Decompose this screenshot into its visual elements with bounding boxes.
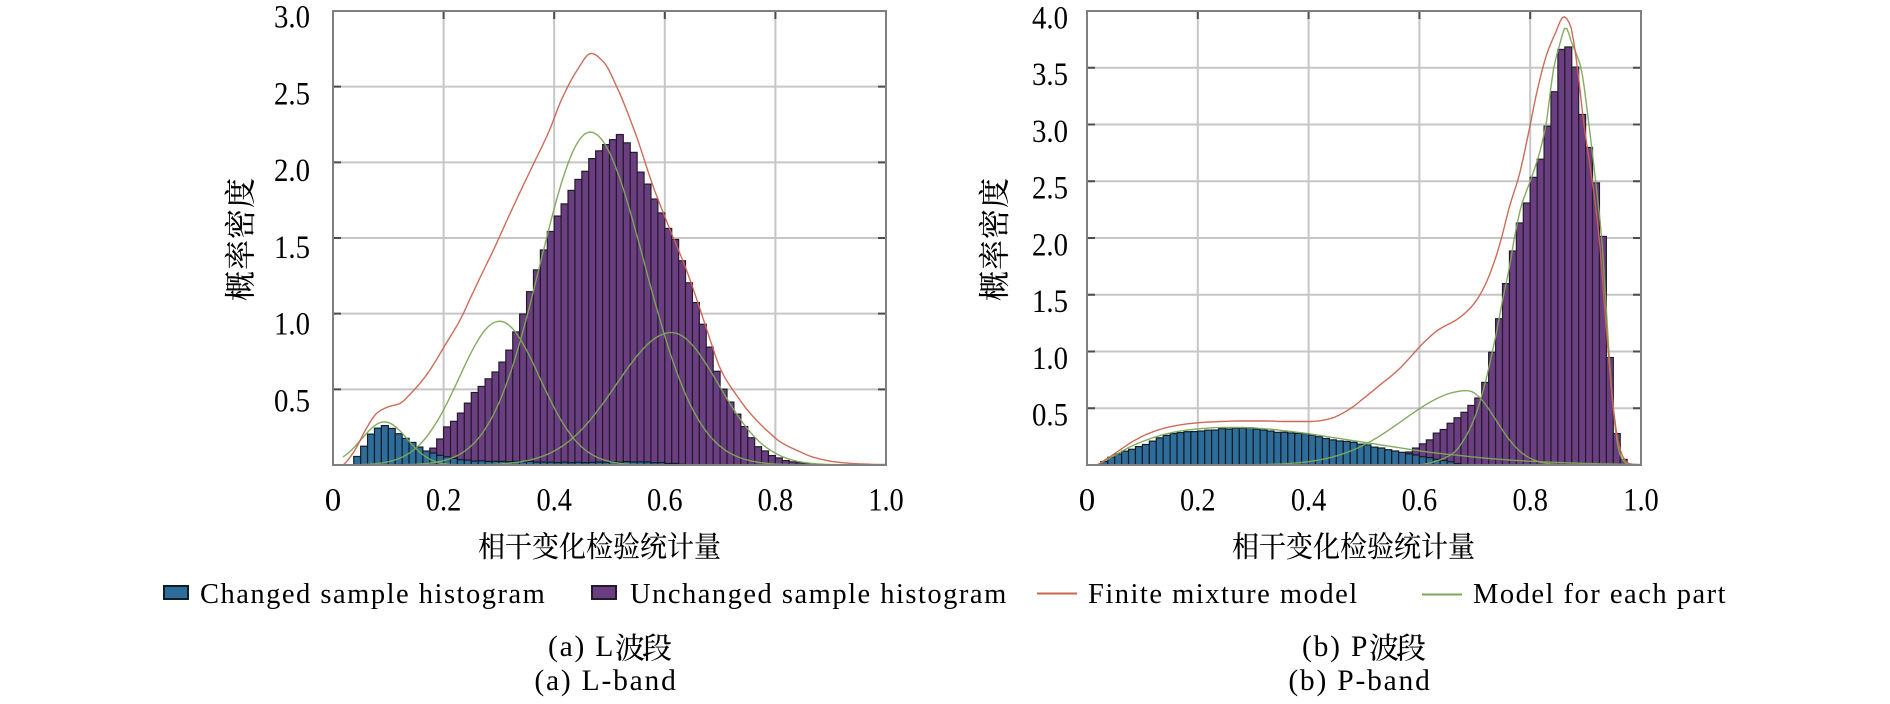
svg-text:3.5: 3.5 — [1032, 57, 1068, 93]
svg-text:1.0: 1.0 — [868, 483, 904, 519]
svg-text:0.4: 0.4 — [1291, 483, 1327, 519]
svg-text:Finite mixture model: Finite mixture model — [1088, 579, 1359, 610]
svg-text:0.8: 0.8 — [758, 483, 794, 519]
svg-text:0.6: 0.6 — [647, 483, 683, 519]
svg-text:(b) P-band: (b) P-band — [1288, 665, 1431, 697]
svg-text:0.5: 0.5 — [274, 383, 310, 419]
svg-text:0.2: 0.2 — [426, 483, 462, 519]
svg-text:0.5: 0.5 — [1032, 398, 1068, 434]
svg-text:1.0: 1.0 — [274, 307, 310, 343]
svg-text:(a) L-band: (a) L-band — [534, 665, 677, 697]
svg-text:4.0: 4.0 — [1032, 0, 1068, 36]
svg-text:3.0: 3.0 — [274, 0, 310, 36]
svg-text:2.5: 2.5 — [1032, 171, 1068, 207]
svg-text:2.0: 2.0 — [274, 153, 310, 189]
svg-text:1.5: 1.5 — [274, 230, 310, 266]
svg-text:0.4: 0.4 — [536, 483, 572, 519]
svg-text:0.8: 0.8 — [1512, 483, 1548, 519]
svg-text:0.6: 0.6 — [1402, 483, 1438, 519]
svg-text:Changed sample histogram: Changed sample histogram — [200, 579, 546, 610]
svg-text:0: 0 — [1079, 483, 1096, 519]
svg-text:(a) L: (a) L — [548, 631, 615, 663]
svg-text:Unchanged sample histogram: Unchanged sample histogram — [630, 579, 1008, 610]
svg-text:2.5: 2.5 — [274, 76, 310, 112]
svg-text:(b) P: (b) P — [1302, 631, 1369, 663]
svg-text:0.2: 0.2 — [1180, 483, 1216, 519]
svg-text:Model for each part: Model for each part — [1473, 579, 1727, 610]
svg-text:1.0: 1.0 — [1032, 341, 1068, 377]
svg-text:3.0: 3.0 — [1032, 114, 1068, 150]
svg-text:2.0: 2.0 — [1032, 227, 1068, 263]
svg-text:1.0: 1.0 — [1623, 483, 1659, 519]
svg-text:1.5: 1.5 — [1032, 284, 1068, 320]
svg-text:0: 0 — [325, 483, 342, 519]
